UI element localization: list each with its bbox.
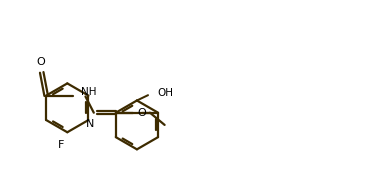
Text: N: N xyxy=(86,119,94,129)
Text: F: F xyxy=(58,140,65,150)
Text: O: O xyxy=(137,108,146,118)
Text: NH: NH xyxy=(81,87,97,97)
Text: OH: OH xyxy=(158,88,174,98)
Text: O: O xyxy=(37,57,45,67)
